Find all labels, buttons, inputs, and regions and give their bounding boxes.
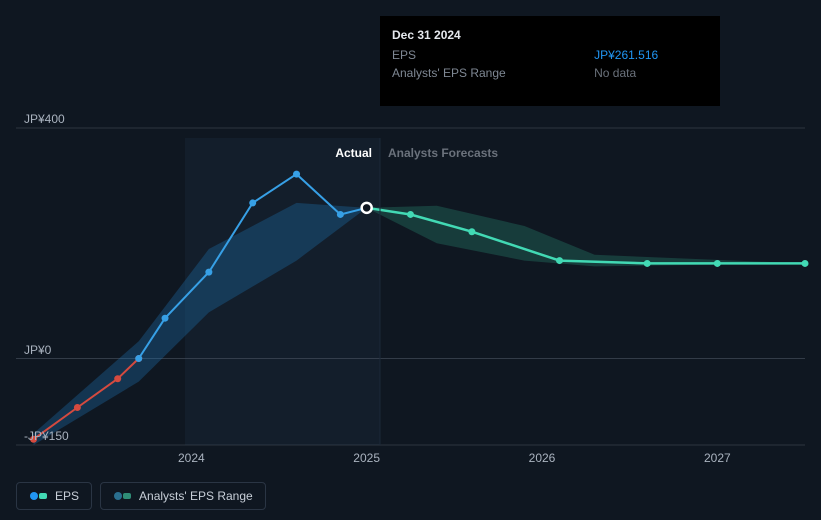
x-axis-label: 2026 [529, 451, 556, 465]
chart-legend: EPS Analysts' EPS Range [16, 482, 266, 510]
x-axis-label: 2027 [704, 451, 731, 465]
legend-swatch-icon [113, 491, 131, 501]
tooltip-row-value: JP¥261.516 [594, 46, 708, 64]
tooltip-row: Analysts' EPS Range No data [392, 64, 708, 82]
eps-chart: Dec 31 2024 EPS JP¥261.516 Analysts' EPS… [0, 0, 821, 520]
legend-item-label: Analysts' EPS Range [139, 489, 253, 503]
legend-item-label: EPS [55, 489, 79, 503]
section-label-actual: Actual [335, 146, 372, 160]
tooltip-table: EPS JP¥261.516 Analysts' EPS Range No da… [392, 46, 708, 82]
tooltip-date: Dec 31 2024 [392, 26, 708, 44]
legend-item[interactable]: EPS [16, 482, 92, 510]
legend-item[interactable]: Analysts' EPS Range [100, 482, 266, 510]
tooltip-row: EPS JP¥261.516 [392, 46, 708, 64]
y-axis-label: -JP¥150 [24, 429, 69, 443]
x-axis-label: 2024 [178, 451, 205, 465]
tooltip-row-value: No data [594, 64, 708, 82]
legend-swatch-icon [29, 491, 47, 501]
section-label-forecast: Analysts Forecasts [388, 146, 498, 160]
tooltip-row-label: EPS [392, 46, 594, 64]
tooltip-row-label: Analysts' EPS Range [392, 64, 594, 82]
x-axis-label: 2025 [353, 451, 380, 465]
y-axis-label: JP¥0 [24, 343, 51, 357]
hover-tooltip: Dec 31 2024 EPS JP¥261.516 Analysts' EPS… [380, 16, 720, 106]
y-axis-label: JP¥400 [24, 112, 65, 126]
